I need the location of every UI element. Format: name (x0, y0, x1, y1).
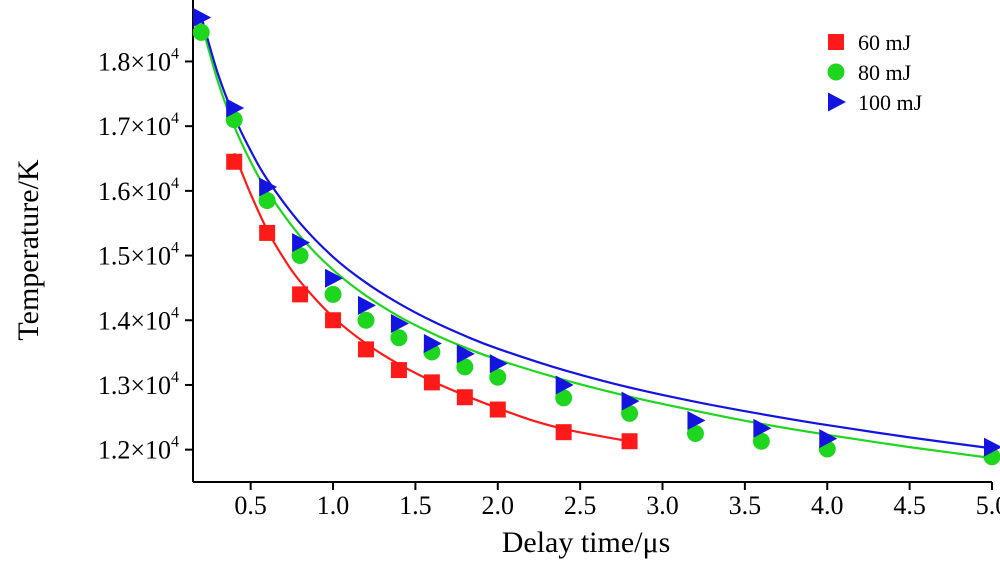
x-tick-label: 3.5 (729, 491, 762, 520)
y-tick-mantissa: 1.4×10 (98, 306, 171, 335)
data-point-series-1 (390, 329, 408, 347)
legend-marker-series-2 (828, 92, 846, 112)
data-point-series-0 (456, 389, 473, 406)
data-point-series-0 (489, 401, 506, 418)
data-point-series-0 (226, 153, 243, 170)
data-point-series-1 (291, 247, 309, 265)
fit-line-series-2 (200, 15, 993, 450)
x-ticks: 0.5 1.0 1.5 2.0 2.5 3.0 3.5 4.0 4.5 5.0 (234, 482, 1000, 520)
y-tick-mantissa: 1.3×10 (98, 371, 171, 400)
data-point-series-2 (193, 7, 212, 27)
data-point-series-2 (259, 177, 278, 197)
x-tick-label: 1.5 (399, 491, 432, 520)
x-tick-label: 2.0 (482, 491, 515, 520)
y-tick-mantissa: 1.6×10 (98, 177, 171, 206)
legend-label-series-1: 80 mJ (858, 60, 912, 85)
legend-label-series-2: 100 mJ (858, 90, 923, 115)
data-point-series-2 (423, 334, 442, 354)
y-tick-label: 1.2×104 (98, 434, 179, 465)
data-point-series-2 (325, 268, 344, 288)
y-ticks: 1.2×1041.3×1041.4×1041.5×1041.6×1041.7×1… (98, 45, 193, 465)
data-point-series-1 (324, 285, 342, 303)
data-point-series-1 (489, 368, 507, 386)
data-point-series-1 (192, 23, 210, 41)
y-axis-title: Temperature/K (12, 159, 45, 340)
data-point-series-1 (686, 424, 704, 442)
fit-line-series-1 (200, 22, 993, 460)
data-point-series-2 (292, 233, 311, 253)
x-tick-label: 0.5 (234, 491, 267, 520)
data-point-series-0 (390, 362, 407, 379)
data-point-series-2 (819, 429, 838, 449)
y-tick-label: 1.3×104 (98, 369, 179, 400)
data-point-series-1 (621, 404, 639, 422)
data-point-series-2 (984, 437, 1000, 457)
data-point-series-2 (456, 344, 475, 364)
data-point-series-2 (357, 295, 376, 315)
y-tick-exponent: 4 (171, 110, 179, 127)
data-point-series-2 (753, 418, 772, 438)
legend: 60 mJ 80 mJ 100 mJ (827, 30, 923, 115)
data-point-series-1 (456, 358, 474, 376)
data-point-series-2 (390, 313, 409, 333)
data-point-series-1 (555, 389, 573, 407)
data-point-series-0 (621, 433, 638, 450)
data-markers (192, 7, 1000, 466)
data-point-series-0 (325, 312, 342, 329)
x-tick-label: 4.0 (811, 491, 844, 520)
data-point-series-1 (357, 311, 375, 329)
data-point-series-0 (555, 424, 572, 441)
y-tick-label: 1.6×104 (98, 175, 179, 206)
data-point-series-1 (258, 192, 276, 210)
plot-area (192, 0, 1000, 483)
legend-marker-series-0 (828, 34, 844, 50)
y-tick-exponent: 4 (171, 45, 179, 62)
data-point-series-0 (292, 286, 309, 303)
y-tick-exponent: 4 (171, 175, 179, 192)
y-tick-mantissa: 1.7×10 (98, 112, 171, 141)
data-point-series-2 (489, 354, 508, 374)
data-point-series-2 (226, 98, 245, 118)
y-tick-label: 1.7×104 (98, 110, 179, 141)
y-tick-mantissa: 1.2×10 (98, 436, 171, 465)
x-tick-label: 3.0 (646, 491, 679, 520)
y-tick-exponent: 4 (171, 240, 179, 257)
y-tick-label: 1.5×104 (98, 240, 179, 271)
x-tick-label: 2.5 (564, 491, 597, 520)
y-tick-mantissa: 1.8×10 (98, 47, 171, 76)
y-tick-label: 1.8×104 (98, 45, 179, 76)
y-tick-mantissa: 1.5×10 (98, 242, 171, 271)
x-tick-label: 4.5 (893, 491, 926, 520)
x-axis-title: Delay time/μs (502, 526, 671, 559)
legend-marker-series-1 (827, 63, 845, 81)
x-tick-label: 5.0 (976, 491, 1000, 520)
y-tick-label: 1.4×104 (98, 304, 179, 335)
y-tick-exponent: 4 (171, 434, 179, 451)
data-point-series-0 (357, 341, 374, 358)
data-point-series-2 (555, 375, 574, 395)
y-tick-exponent: 4 (171, 369, 179, 386)
data-point-series-2 (621, 391, 640, 411)
data-point-series-1 (752, 432, 770, 450)
data-point-series-2 (687, 411, 706, 431)
legend-label-series-0: 60 mJ (858, 30, 912, 55)
y-tick-exponent: 4 (171, 304, 179, 321)
x-tick-label: 1.0 (317, 491, 350, 520)
data-point-series-0 (423, 374, 440, 391)
data-point-series-0 (259, 224, 276, 241)
